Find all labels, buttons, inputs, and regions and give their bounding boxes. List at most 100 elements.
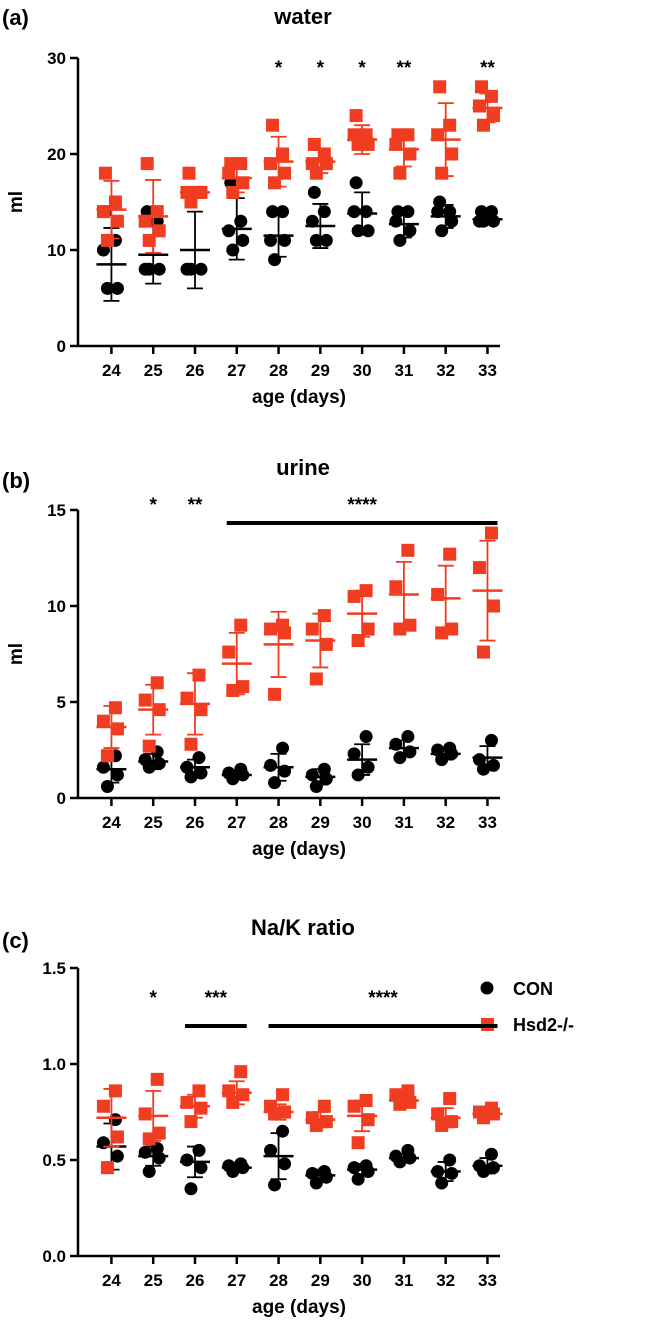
data-point-hsd2 xyxy=(276,1088,290,1102)
data-point-con xyxy=(474,205,488,219)
y-tick-label: 10 xyxy=(47,597,66,616)
legend-con-label: CON xyxy=(513,979,553,999)
y-tick-label: 0 xyxy=(57,789,66,808)
x-tick-label: 29 xyxy=(311,813,330,832)
data-point-hsd2 xyxy=(264,157,278,171)
chart-title: Na/K ratio xyxy=(251,915,355,940)
panel-label: (a) xyxy=(2,5,29,30)
data-point-hsd2 xyxy=(401,543,415,557)
data-point-hsd2 xyxy=(278,166,292,180)
x-tick-label: 26 xyxy=(186,1271,205,1290)
y-tick-label: 0.0 xyxy=(42,1247,66,1266)
data-point-hsd2 xyxy=(138,214,152,228)
data-point-con xyxy=(222,1159,236,1173)
data-point-con xyxy=(484,733,498,747)
x-tick-label: 29 xyxy=(311,1271,330,1290)
data-point-con xyxy=(268,1178,282,1192)
data-point-hsd2 xyxy=(445,622,459,636)
data-point-con xyxy=(347,205,361,219)
data-point-hsd2 xyxy=(391,128,405,142)
data-point-hsd2 xyxy=(445,147,459,161)
panel-water: (a) water 0 10 20 30 24 25 26 27 28 29 30 31 32 33 age (… xyxy=(2,4,503,408)
data-point-con xyxy=(142,1165,156,1179)
data-point-con xyxy=(222,224,236,238)
data-point-hsd2 xyxy=(347,128,361,142)
x-tick-label: 26 xyxy=(186,361,205,380)
data-point-con xyxy=(349,176,363,190)
data-point-hsd2 xyxy=(236,1088,250,1102)
data-point-hsd2 xyxy=(96,714,110,728)
data-point-hsd2 xyxy=(142,739,156,753)
data-point-con xyxy=(194,766,208,780)
data-point-con xyxy=(433,195,447,209)
data-point-con xyxy=(264,758,278,772)
data-point-con xyxy=(445,1166,459,1180)
data-point-hsd2 xyxy=(100,749,114,763)
data-point-hsd2 xyxy=(222,645,236,659)
data-point-con xyxy=(194,262,208,276)
data-point-hsd2 xyxy=(194,703,208,717)
chart-title: urine xyxy=(276,455,330,480)
data-point-hsd2 xyxy=(268,687,282,701)
legend-hsd2-label: Hsd2-/- xyxy=(513,1015,574,1035)
data-point-hsd2 xyxy=(150,1072,164,1086)
data-point-hsd2 xyxy=(433,80,447,94)
data-point-hsd2 xyxy=(431,128,445,142)
data-point-hsd2 xyxy=(347,1099,361,1113)
data-point-hsd2 xyxy=(474,80,488,94)
data-point-hsd2 xyxy=(389,580,403,594)
data-point-hsd2 xyxy=(347,589,361,603)
data-point-con xyxy=(180,262,194,276)
data-point-hsd2 xyxy=(110,1130,124,1144)
y-axis-label: ml xyxy=(6,643,27,665)
significance-label: ** xyxy=(397,58,412,79)
data-point-con xyxy=(305,214,319,228)
data-point-hsd2 xyxy=(138,1107,152,1121)
data-point-hsd2 xyxy=(110,722,124,736)
data-point-hsd2 xyxy=(472,1105,486,1119)
data-point-hsd2 xyxy=(96,1099,110,1113)
data-point-con xyxy=(307,185,321,199)
data-point-hsd2 xyxy=(472,561,486,575)
data-point-hsd2 xyxy=(236,680,250,694)
significance-label: *** xyxy=(205,988,228,1009)
x-tick-label: 31 xyxy=(394,1271,413,1290)
data-point-hsd2 xyxy=(182,166,196,180)
y-axis-label: ml xyxy=(6,191,27,213)
data-point-hsd2 xyxy=(305,1111,319,1125)
data-point-hsd2 xyxy=(349,109,363,123)
data-point-hsd2 xyxy=(152,224,166,238)
panel-urine: (b) urine 0 5 10 15 24 25 26 27 28 29 30 31 32 33 age (d… xyxy=(2,455,503,860)
data-point-hsd2 xyxy=(98,166,112,180)
x-tick-label: 27 xyxy=(227,813,246,832)
x-tick-label: 29 xyxy=(311,361,330,380)
data-point-hsd2 xyxy=(110,214,124,228)
data-point-hsd2 xyxy=(180,691,194,705)
panel-na-k-ratio: (c) Na/K ratio 0.0 0.5 1.0 1.5 24 25 26 27 28 29 30 3… xyxy=(2,915,503,1318)
data-point-hsd2 xyxy=(484,526,498,540)
data-point-hsd2 xyxy=(222,1084,236,1098)
data-point-hsd2 xyxy=(184,737,198,751)
data-point-hsd2 xyxy=(266,118,280,132)
data-point-con xyxy=(236,233,250,247)
data-point-con xyxy=(138,262,152,276)
x-tick-label: 33 xyxy=(478,1271,497,1290)
data-point-hsd2 xyxy=(96,205,110,219)
data-point-hsd2 xyxy=(403,147,417,161)
data-point-hsd2 xyxy=(100,1161,114,1175)
data-point-con xyxy=(389,1149,403,1163)
data-point-con xyxy=(391,205,405,219)
data-point-con xyxy=(152,262,166,276)
significance-label: ** xyxy=(480,58,495,79)
x-axis-label: age (days) xyxy=(252,387,346,408)
data-point-hsd2 xyxy=(486,109,500,123)
data-point-hsd2 xyxy=(194,1101,208,1115)
data-point-con xyxy=(222,766,236,780)
significance-label: **** xyxy=(368,988,398,1009)
chart-title: water xyxy=(273,4,332,29)
data-point-hsd2 xyxy=(234,1065,248,1079)
y-tick-label: 5 xyxy=(57,693,66,712)
x-tick-label: 28 xyxy=(269,1271,288,1290)
x-tick-label: 30 xyxy=(353,361,372,380)
x-tick-label: 26 xyxy=(186,813,205,832)
